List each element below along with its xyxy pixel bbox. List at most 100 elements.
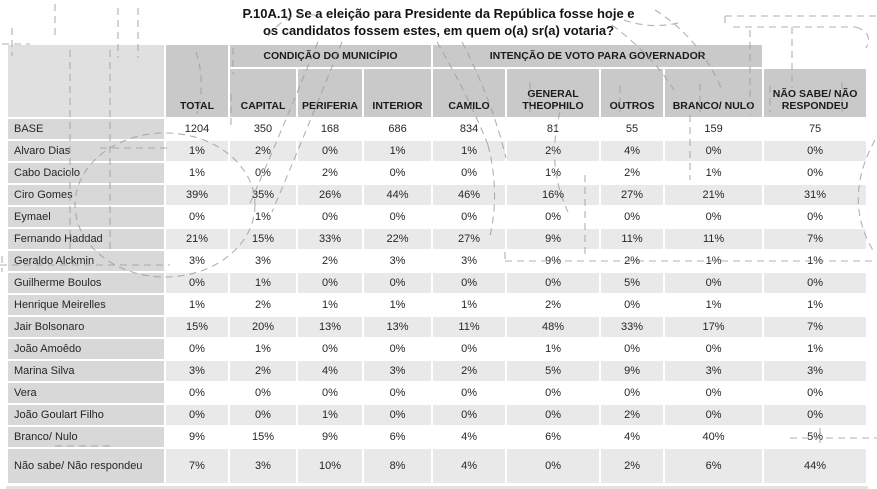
value-cell: 0% bbox=[230, 163, 296, 183]
value-cell: 44% bbox=[364, 185, 432, 205]
value-cell: 2% bbox=[230, 141, 296, 161]
value-cell: 35% bbox=[230, 185, 296, 205]
value-cell: 1% bbox=[665, 163, 763, 183]
page-title: P.10A.1) Se a eleição para Presidente da… bbox=[0, 0, 877, 39]
value-cell: 2% bbox=[507, 295, 600, 315]
value-cell: 0% bbox=[433, 273, 506, 293]
value-cell: 159 bbox=[665, 119, 763, 139]
row-label: Jair Bolsonaro bbox=[8, 317, 164, 337]
value-cell: 1% bbox=[507, 339, 600, 359]
results-table-wrapper: TOTAL CONDIÇÃO DO MUNICÍPIO INTENÇÃO DE … bbox=[0, 43, 877, 489]
value-cell: 2% bbox=[230, 295, 296, 315]
value-cell: 7% bbox=[764, 317, 867, 337]
value-cell: 0% bbox=[665, 141, 763, 161]
value-cell: 0% bbox=[433, 383, 506, 403]
value-cell: 0% bbox=[433, 405, 506, 425]
value-cell: 3% bbox=[166, 361, 228, 381]
value-cell: 0% bbox=[166, 273, 228, 293]
value-cell: 0% bbox=[507, 207, 600, 227]
column-header-capital: CAPITAL bbox=[230, 69, 296, 117]
column-header-camilo: CAMILO bbox=[433, 69, 506, 117]
value-cell: 0% bbox=[364, 163, 432, 183]
value-cell: 0% bbox=[298, 383, 362, 403]
value-cell: 26% bbox=[298, 185, 362, 205]
value-cell: 33% bbox=[601, 317, 664, 337]
row-label: João Goulart Filho bbox=[8, 405, 164, 425]
value-cell: 2% bbox=[433, 361, 506, 381]
value-cell: 40% bbox=[665, 427, 763, 447]
group-header-row: TOTAL CONDIÇÃO DO MUNICÍPIO INTENÇÃO DE … bbox=[8, 45, 866, 117]
value-cell: 9% bbox=[298, 427, 362, 447]
row-label: Branco/ Nulo bbox=[8, 427, 164, 447]
value-cell: 0% bbox=[665, 207, 763, 227]
value-cell: 1% bbox=[433, 295, 506, 315]
value-cell: 1% bbox=[166, 141, 228, 161]
value-cell: 1% bbox=[230, 207, 296, 227]
value-cell: 4% bbox=[433, 449, 506, 483]
value-cell: 0% bbox=[601, 383, 664, 403]
column-header-branco-nulo: BRANCO/ NULO bbox=[665, 69, 763, 117]
row-label: Não sabe/ Não respondeu bbox=[8, 449, 164, 483]
value-cell: 3% bbox=[364, 361, 432, 381]
value-cell: 1% bbox=[433, 141, 506, 161]
value-cell: 0% bbox=[298, 339, 362, 359]
table-row: Geraldo Alckmin 3% 3% 2% 3% 3% 9% 2% 1% 1% bbox=[8, 251, 867, 271]
value-cell: 0% bbox=[601, 295, 664, 315]
value-cell: 20% bbox=[230, 317, 296, 337]
value-cell: 4% bbox=[601, 141, 664, 161]
value-cell: 3% bbox=[665, 361, 763, 381]
value-cell: 1% bbox=[166, 295, 228, 315]
page-title-line1: P.10A.1) Se a eleição para Presidente da… bbox=[242, 6, 635, 21]
value-cell: 5% bbox=[601, 273, 664, 293]
value-cell: 0% bbox=[507, 383, 600, 403]
value-cell: 834 bbox=[433, 119, 506, 139]
row-label: Cabo Daciolo bbox=[8, 163, 164, 183]
value-cell: 4% bbox=[298, 361, 362, 381]
value-cell: 1% bbox=[230, 339, 296, 359]
value-cell: 5% bbox=[507, 361, 600, 381]
value-cell: 39% bbox=[166, 185, 228, 205]
table-row: BASE 1204 350 168 686 834 81 55 159 75 bbox=[8, 119, 867, 139]
column-header-periferia: PERIFERIA bbox=[298, 69, 362, 117]
value-cell: 0% bbox=[166, 339, 228, 359]
value-cell: 0% bbox=[665, 405, 763, 425]
table-row: Fernando Haddad 21% 15% 33% 22% 27% 9% 11% 11% 7% bbox=[8, 229, 867, 249]
value-cell: 2% bbox=[601, 163, 664, 183]
value-cell: 0% bbox=[764, 383, 867, 403]
value-cell: 46% bbox=[433, 185, 506, 205]
value-cell: 1% bbox=[764, 339, 867, 359]
value-cell: 168 bbox=[298, 119, 362, 139]
value-cell: 0% bbox=[364, 339, 432, 359]
group-header-governador: INTENÇÃO DE VOTO PARA GOVERNADOR bbox=[433, 45, 763, 67]
value-cell: 1% bbox=[298, 405, 362, 425]
value-cell: 0% bbox=[298, 141, 362, 161]
value-cell: 1% bbox=[364, 141, 432, 161]
value-cell: 0% bbox=[230, 405, 296, 425]
table-row: Jair Bolsonaro 15% 20% 13% 13% 11% 48% 33% 17% 7% bbox=[8, 317, 867, 337]
value-cell: 21% bbox=[665, 185, 763, 205]
value-cell: 1% bbox=[298, 295, 362, 315]
value-cell: 11% bbox=[665, 229, 763, 249]
header-filler-cell bbox=[764, 45, 866, 67]
value-cell: 0% bbox=[665, 383, 763, 403]
row-label: Guilherme Boulos bbox=[8, 273, 164, 293]
results-table: TOTAL CONDIÇÃO DO MUNICÍPIO INTENÇÃO DE … bbox=[6, 43, 868, 485]
value-cell: 13% bbox=[298, 317, 362, 337]
corner-cell bbox=[8, 45, 164, 117]
value-cell: 0% bbox=[433, 339, 506, 359]
value-cell: 0% bbox=[230, 383, 296, 403]
group-header-municipio: CONDIÇÃO DO MUNICÍPIO bbox=[230, 45, 432, 67]
row-label: Vera bbox=[8, 383, 164, 403]
row-label: Eymael bbox=[8, 207, 164, 227]
value-cell: 2% bbox=[601, 251, 664, 271]
value-cell: 0% bbox=[764, 207, 867, 227]
row-label: Fernando Haddad bbox=[8, 229, 164, 249]
value-cell: 3% bbox=[166, 251, 228, 271]
table-row: Alvaro Dias 1% 2% 0% 1% 1% 2% 4% 0% 0% bbox=[8, 141, 867, 161]
value-cell: 0% bbox=[665, 273, 763, 293]
table-row: João Goulart Filho 0% 0% 1% 0% 0% 0% 2% 0% 0% bbox=[8, 405, 867, 425]
value-cell: 27% bbox=[601, 185, 664, 205]
value-cell: 16% bbox=[507, 185, 600, 205]
value-cell: 9% bbox=[507, 251, 600, 271]
row-label: BASE bbox=[8, 119, 164, 139]
